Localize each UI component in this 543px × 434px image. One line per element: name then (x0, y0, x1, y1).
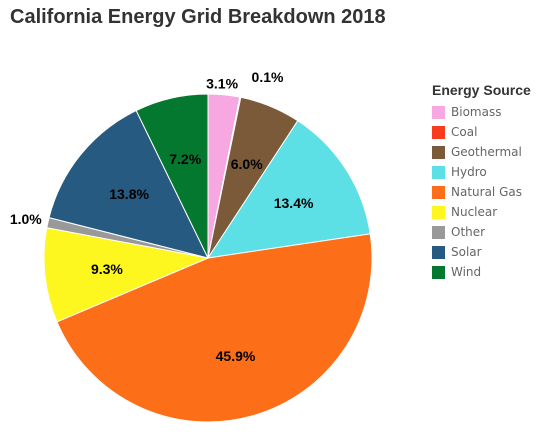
legend-swatch (432, 165, 445, 179)
slice-label-hydro: 13.4% (274, 195, 314, 211)
pie-slice-wind[interactable] (135, 93, 209, 259)
slice-label-other: 1.0% (10, 211, 42, 227)
legend-label: Wind (451, 265, 482, 279)
legend-items: Biomass Coal Geothermal Hydro Natural Gas Nuc… (432, 102, 531, 282)
pie-slice-solar[interactable] (48, 109, 209, 259)
legend-swatch (432, 265, 445, 279)
legend-label: Nuclear (451, 205, 498, 219)
legend-label: Geothermal (451, 145, 522, 159)
legend-label: Natural Gas (451, 185, 522, 199)
legend-label: Biomass (451, 105, 502, 119)
slice-label-coal: 0.1% (252, 69, 284, 85)
pie-slice-nuclear[interactable] (43, 227, 210, 323)
legend-swatch (432, 245, 445, 259)
slice-label-wind: 7.2% (169, 151, 201, 167)
legend-item-wind[interactable]: Wind (432, 262, 531, 282)
legend-item-hydro[interactable]: Hydro (432, 162, 531, 182)
slice-label-nuclear: 9.3% (91, 261, 123, 277)
legend-item-coal[interactable]: Coal (432, 122, 531, 142)
legend-swatch (432, 185, 445, 199)
legend-label: Solar (451, 245, 482, 259)
legend-item-other[interactable]: Other (432, 222, 531, 242)
legend-label: Other (451, 225, 486, 239)
legend-swatch (432, 125, 445, 139)
legend-swatch (432, 225, 445, 239)
slice-label-geothermal: 6.0% (231, 156, 263, 172)
chart-title: California Energy Grid Breakdown 2018 (10, 6, 386, 28)
legend: Energy Source Biomass Coal Geothermal Hydro… (432, 82, 531, 282)
slice-label-biomass: 3.1% (206, 75, 238, 91)
legend-item-biomass[interactable]: Biomass (432, 102, 531, 122)
legend-label: Coal (451, 125, 478, 139)
legend-item-nuclear[interactable]: Nuclear (432, 202, 531, 222)
legend-title: Energy Source (432, 82, 531, 98)
slice-label-solar: 13.8% (109, 186, 149, 202)
slice-label-natural-gas: 45.9% (216, 348, 256, 364)
legend-swatch (432, 145, 445, 159)
pie-slice-natural-gas[interactable] (56, 233, 373, 423)
legend-item-geothermal[interactable]: Geothermal (432, 142, 531, 162)
legend-swatch (432, 205, 445, 219)
legend-item-natural-gas[interactable]: Natural Gas (432, 182, 531, 202)
pie-slice-hydro[interactable] (206, 120, 371, 259)
legend-label: Hydro (451, 165, 487, 179)
legend-item-solar[interactable]: Solar (432, 242, 531, 262)
pie-slice-labels: 3.1% 0.1% 6.0% 13.4% 45.9% 9.3% 1.0% 13.8% 7.2% (10, 69, 314, 364)
pie-slices (43, 93, 373, 423)
legend-swatch (432, 105, 445, 119)
